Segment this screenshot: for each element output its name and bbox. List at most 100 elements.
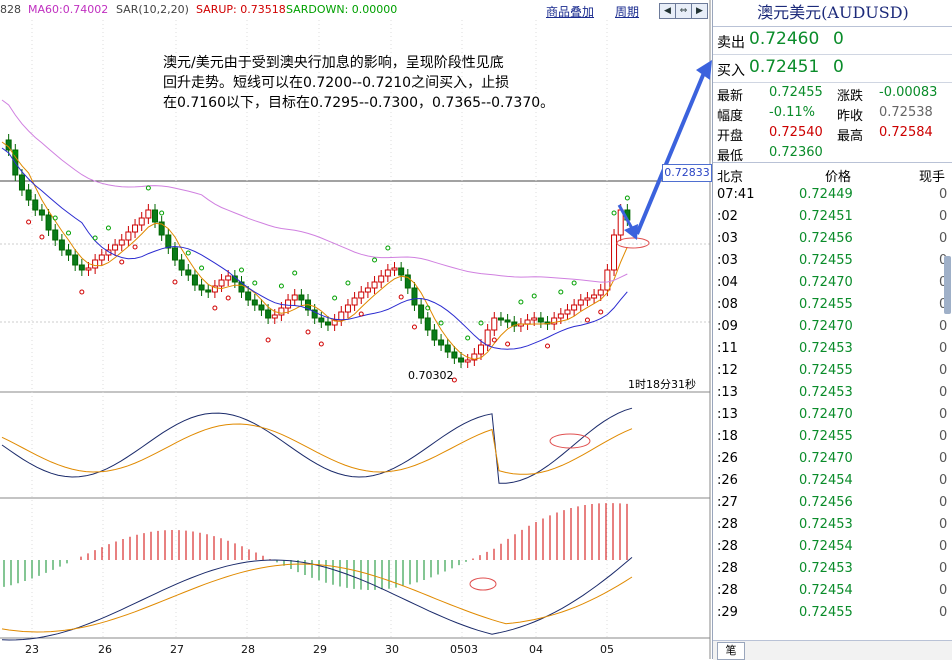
tick-row[interactable]: :12 0.72455 0: [713, 360, 952, 382]
period-link[interactable]: 周期: [615, 5, 640, 19]
x-axis-label: 27: [170, 643, 184, 656]
tick-row[interactable]: :29 0.72455 0: [713, 602, 952, 624]
candle-body: [72, 254, 79, 266]
candle-body: [191, 274, 198, 286]
overlay-link[interactable]: 商品叠加: [546, 5, 595, 19]
candle-body: [112, 244, 119, 251]
tick-volume: 0: [939, 561, 948, 576]
sar-dot: [278, 283, 284, 289]
tick-row[interactable]: :03 0.72456 0: [713, 228, 952, 250]
tick-row[interactable]: :28 0.72453 0: [713, 558, 952, 580]
tick-time: :13: [717, 407, 738, 422]
tick-volume: 0: [939, 583, 948, 598]
ma60-line: [1, 99, 628, 283]
tick-row[interactable]: :18 0.72455 0: [713, 426, 952, 448]
tick-row[interactable]: :26 0.72454 0: [713, 470, 952, 492]
tab-ticks[interactable]: 笔: [717, 642, 745, 660]
kd-fast-line: [1, 407, 633, 484]
candle-body: [165, 234, 172, 249]
sar-dot: [92, 235, 98, 241]
annotation-arrow: [635, 67, 708, 235]
note-line: 在0.7160以下，目标在0.7295--0.7300，0.7365--0.73…: [163, 95, 555, 111]
candle-body: [271, 314, 278, 319]
candle-body: [171, 247, 178, 261]
sar-dot: [624, 195, 630, 201]
candle-body: [358, 291, 365, 299]
sar-dot: [145, 185, 151, 191]
tick-time: :13: [717, 385, 738, 400]
tick-row[interactable]: :26 0.72470 0: [713, 448, 952, 470]
tick-time: :08: [717, 297, 738, 312]
tick-volume: 0: [939, 517, 948, 532]
candle-body: [524, 319, 531, 325]
tick-price: 0.72455: [799, 297, 853, 312]
candle-body: [152, 209, 159, 223]
scrollbar-thumb[interactable]: [944, 256, 951, 314]
candle-body: [324, 321, 331, 326]
sardown-label: SARDOWN: 0.00000: [286, 3, 398, 16]
sar-dot: [584, 317, 590, 323]
current-price-tag: 0.72833: [662, 164, 712, 182]
tick-row[interactable]: :27 0.72456 0: [713, 492, 952, 514]
stat-value: -0.11%: [769, 105, 815, 120]
ticks-header: 北京 价格 现手: [713, 162, 952, 185]
candle-body: [5, 139, 12, 151]
tick-price: 0.72453: [799, 561, 853, 576]
tick-time: :26: [717, 473, 738, 488]
tick-volume: 0: [939, 341, 948, 356]
candle-body: [178, 259, 185, 271]
arrow-head-icon: [624, 224, 638, 240]
candle-body: [238, 281, 245, 293]
tick-row[interactable]: :08 0.72455 0: [713, 294, 952, 316]
sar-dot: [185, 250, 191, 256]
candle-body: [318, 317, 325, 323]
next-icon[interactable]: ▶: [691, 3, 708, 19]
sell-volume: 0: [833, 29, 844, 49]
tick-price: 0.72456: [799, 231, 853, 246]
low-price-label: 0.70302: [408, 369, 454, 382]
tick-row[interactable]: :02 0.72451 0: [713, 206, 952, 228]
candle-body: [551, 317, 558, 325]
tick-volume: 0: [939, 231, 948, 246]
tick-time: :03: [717, 231, 738, 246]
prev-icon[interactable]: ◀: [659, 3, 676, 19]
tick-row[interactable]: :03 0.72455 0: [713, 250, 952, 272]
sell-row[interactable]: 卖出 0.72460 0: [713, 27, 952, 55]
sar-dot: [518, 299, 524, 305]
tick-volume: 0: [939, 451, 948, 466]
sar-dot: [292, 270, 298, 276]
tick-row[interactable]: 07:41 0.72449 0: [713, 184, 952, 206]
tick-row[interactable]: :13 0.72453 0: [713, 382, 952, 404]
tick-price: 0.72470: [799, 407, 853, 422]
candle-body: [464, 359, 471, 363]
tick-row[interactable]: :04 0.72470 0: [713, 272, 952, 294]
candle-body: [251, 299, 258, 306]
tick-time: :11: [717, 341, 738, 356]
note-line: 回升走势。短线可以在0.7200--0.7210之间买入，止损: [163, 75, 510, 91]
stat-label: 昨收: [837, 109, 864, 124]
chart-area[interactable]: 828 MA60:0.74002 SAR(10,2,20) SARUP: 0.7…: [0, 0, 712, 659]
tick-row[interactable]: :13 0.72470 0: [713, 404, 952, 426]
buy-row[interactable]: 买入 0.72451 0: [713, 55, 952, 83]
tick-time: :28: [717, 583, 738, 598]
tick-row[interactable]: :28 0.72454 0: [713, 580, 952, 602]
stat-label: 最高: [837, 129, 864, 144]
tick-volume: 0: [939, 187, 948, 202]
stat-label: 最新: [717, 89, 744, 104]
tick-row[interactable]: :11 0.72453 0: [713, 338, 952, 360]
candle-body: [18, 174, 25, 191]
sar-dot: [79, 289, 85, 295]
tick-price: 0.72456: [799, 495, 853, 510]
chart-canvas[interactable]: [0, 0, 712, 659]
stat-value: 0.72455: [769, 85, 823, 100]
tick-row[interactable]: :28 0.72453 0: [713, 514, 952, 536]
sar-dot: [558, 289, 564, 295]
sync-icon[interactable]: ⇔: [675, 3, 692, 19]
candle-body: [78, 264, 85, 271]
sar-dot: [159, 210, 165, 216]
tick-row[interactable]: :09 0.72470 0: [713, 316, 952, 338]
candle-body: [245, 291, 252, 301]
tick-row[interactable]: :28 0.72454 0: [713, 536, 952, 558]
tick-volume: 0: [939, 605, 948, 620]
sar-dot: [119, 259, 125, 265]
